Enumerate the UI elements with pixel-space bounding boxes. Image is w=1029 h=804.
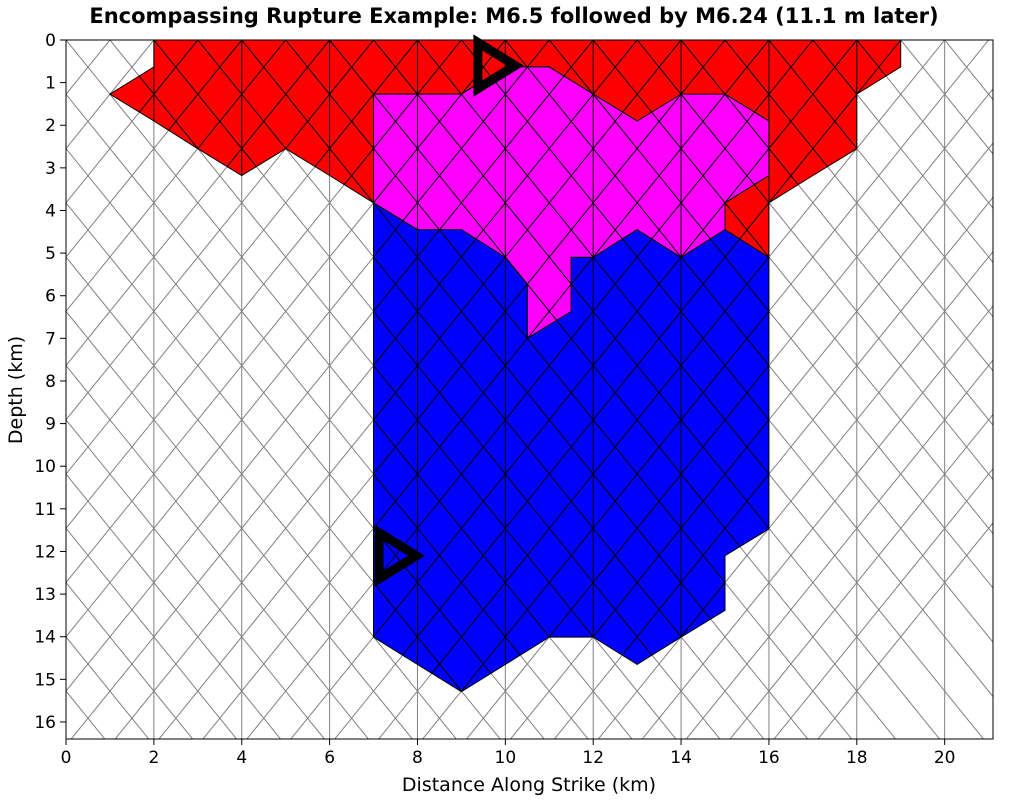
y-tick-label: 16: [34, 713, 56, 733]
y-tick-label: 1: [45, 74, 56, 94]
x-axis-label: Distance Along Strike (km): [402, 774, 656, 796]
x-tick-label: 16: [758, 748, 780, 768]
x-tick-label: 8: [412, 748, 423, 768]
y-tick-label: 7: [45, 329, 56, 349]
y-tick-label: 0: [45, 31, 56, 51]
x-tick-label: 18: [846, 748, 868, 768]
y-tick-label: 11: [34, 500, 56, 520]
y-axis-label: Depth (km): [5, 336, 27, 444]
y-tick-label: 5: [45, 244, 56, 264]
y-tick-label: 13: [34, 585, 56, 605]
y-tick-label: 14: [34, 628, 56, 648]
x-tick-label: 4: [236, 748, 247, 768]
y-tick-label: 12: [34, 542, 56, 562]
y-tick-label: 10: [34, 457, 56, 477]
y-tick-label: 15: [34, 670, 56, 690]
y-tick-label: 6: [45, 287, 56, 307]
y-tick-label: 3: [45, 159, 56, 179]
y-tick-label: 4: [45, 201, 56, 221]
x-tick-label: 14: [670, 748, 692, 768]
x-tick-label: 10: [495, 748, 517, 768]
y-tick-label: 2: [45, 116, 56, 136]
chart-title: Encompassing Rupture Example: M6.5 follo…: [89, 4, 938, 28]
x-tick-label: 20: [934, 748, 956, 768]
x-tick-label: 0: [61, 748, 72, 768]
x-tick-label: 2: [148, 748, 159, 768]
y-tick-label: 9: [45, 415, 56, 435]
x-axis-ticks: 0 2 4 6 8 10 12 14 16 18 20: [61, 739, 956, 768]
x-tick-label: 6: [324, 748, 335, 768]
x-tick-label: 12: [582, 748, 604, 768]
y-tick-label: 8: [45, 372, 56, 392]
